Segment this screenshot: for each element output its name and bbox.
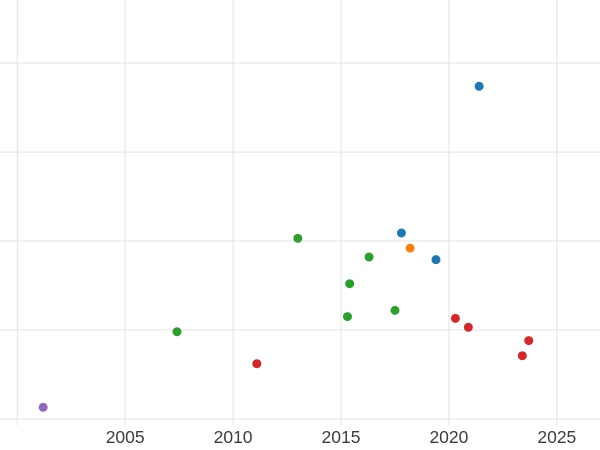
x-axis-tick-label: 2025 (537, 427, 576, 447)
data-point-green-series (172, 327, 182, 337)
data-point-red-series (524, 336, 534, 346)
data-point-red-series (517, 351, 527, 361)
data-point-green-series (293, 233, 303, 243)
data-point-green-series (345, 279, 355, 289)
data-point-green-series (342, 312, 352, 322)
data-point-purple-series (38, 402, 48, 412)
data-point-green-series (364, 252, 374, 262)
data-point-blue-series (431, 255, 441, 265)
data-point-blue-series (474, 81, 484, 91)
x-axis-tick-label: 2010 (214, 427, 253, 447)
data-point-red-series (252, 359, 262, 369)
data-point-red-series (463, 322, 473, 332)
data-point-red-series (450, 313, 460, 323)
data-point-orange-series (405, 243, 415, 253)
x-axis-tick-label: 2005 (106, 427, 145, 447)
x-axis-tick-label: 2015 (322, 427, 361, 447)
data-point-green-series (390, 305, 400, 315)
data-point-blue-series (396, 228, 406, 238)
x-axis-tick-label: 2020 (429, 427, 468, 447)
